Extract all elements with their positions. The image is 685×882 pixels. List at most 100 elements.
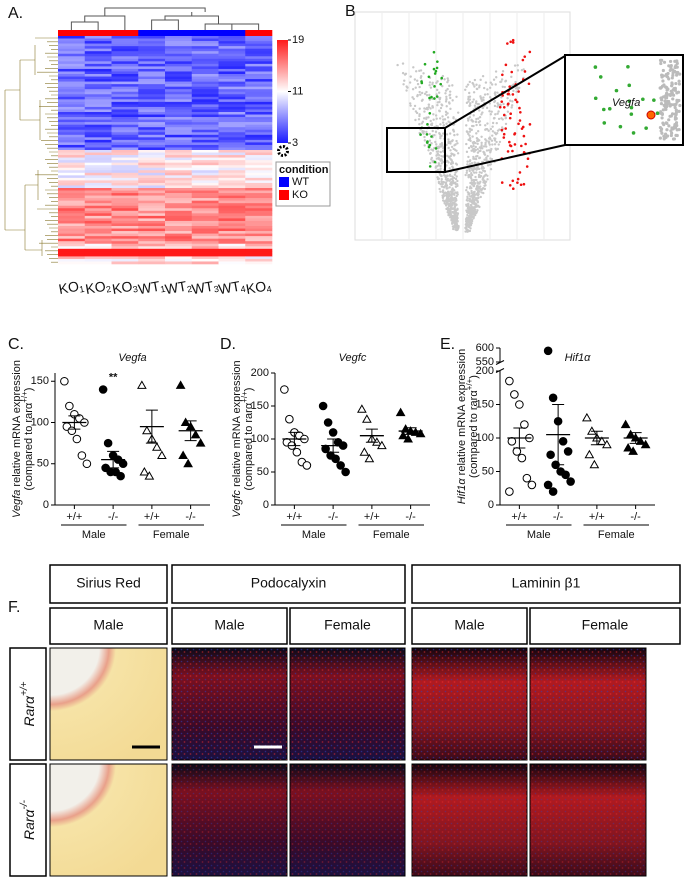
heatmap-cell <box>191 258 219 262</box>
heatmap-cell <box>165 122 193 125</box>
heatmap-cell <box>111 122 139 125</box>
volcano-up <box>517 90 520 93</box>
heatmap-cell <box>165 76 193 80</box>
volcano-point <box>441 190 444 194</box>
volcano-point <box>466 213 469 217</box>
column-label: KO3 <box>111 277 139 299</box>
heatmap-cell <box>111 127 139 131</box>
subheader-box <box>529 607 681 645</box>
volcano-point <box>437 162 441 165</box>
heatmap-cell <box>138 122 166 125</box>
heatmap-cell <box>84 61 112 65</box>
column-label-name: WT <box>217 277 242 297</box>
volcano-point <box>449 211 452 214</box>
column-label-name: KO <box>111 278 134 297</box>
volcano-point <box>473 178 477 182</box>
heatmap-cell <box>165 147 193 151</box>
volcano-point <box>419 76 423 80</box>
volcano-up <box>508 144 512 147</box>
heatmap-cell <box>111 106 139 110</box>
data-point <box>318 401 328 411</box>
heatmap-cell <box>191 114 219 118</box>
heatmap-cell <box>111 79 139 82</box>
group-label: Female <box>153 529 190 541</box>
volcano-point <box>481 106 485 110</box>
volcano-point <box>414 86 417 89</box>
data-point <box>515 400 524 409</box>
volcano-point <box>510 75 513 79</box>
volcano-point <box>520 69 524 72</box>
heatmap-cell <box>138 71 166 75</box>
data-point <box>415 428 426 438</box>
heatmap-cell <box>245 231 273 234</box>
volcano-down <box>426 141 429 144</box>
heatmap-cell <box>245 84 273 87</box>
heatmap-cell <box>245 226 273 229</box>
heatmap-cell <box>84 89 112 93</box>
x-tick-label: -/- <box>405 511 416 523</box>
heatmap-cell <box>165 152 193 156</box>
volcano-point <box>412 107 415 111</box>
heatmap-cell <box>111 188 139 191</box>
heatmap-cell <box>138 256 166 260</box>
volcano-point <box>442 132 445 135</box>
volcano-point <box>475 210 478 214</box>
data-point <box>65 401 74 411</box>
heatmap-cell <box>84 134 112 138</box>
volcano-point <box>468 229 472 233</box>
volcano-point <box>469 203 473 207</box>
zoom-point <box>678 103 682 108</box>
volcano-point <box>482 86 486 90</box>
volcano-point <box>472 213 476 216</box>
heatmap-cell <box>111 210 139 214</box>
heatmap-cell <box>218 208 246 212</box>
heatmap-cell <box>111 53 139 57</box>
heatmap-cell <box>111 144 139 148</box>
zoom-point <box>665 121 669 125</box>
volcano-up <box>502 132 506 136</box>
volcano-point <box>453 173 457 176</box>
heatmap-cell <box>138 253 166 257</box>
volcano-point <box>429 107 432 110</box>
heatmap-cell <box>245 177 273 181</box>
heatmap-cell <box>138 134 166 138</box>
heatmap-cell <box>218 167 246 171</box>
column-label: KO4 <box>245 277 273 299</box>
zoom-point <box>667 77 671 81</box>
subheader-label: Male <box>214 617 245 633</box>
volcano-up <box>511 38 515 42</box>
heatmap-cell <box>165 91 193 95</box>
heatmap-cell <box>245 41 273 44</box>
group-label: Male <box>527 529 551 541</box>
volcano-point <box>448 94 451 97</box>
heatmap-cell <box>165 246 193 250</box>
y-tick-label: 550 <box>476 356 494 368</box>
data-point <box>403 433 413 443</box>
volcano-up <box>506 42 509 45</box>
condition-bar <box>218 30 246 36</box>
zoom-point <box>674 64 678 68</box>
zoom-point <box>660 131 664 135</box>
heatmap-cell <box>245 96 273 100</box>
condition-bar <box>165 30 193 36</box>
heatmap-cell <box>138 258 166 262</box>
heatmap-cell <box>245 122 273 125</box>
volcano-down <box>432 67 436 71</box>
heatmap-cell <box>111 147 139 151</box>
heatmap-cell <box>111 61 139 65</box>
volcano-point <box>466 130 469 134</box>
zoom-point <box>663 95 667 99</box>
heatmap-cell <box>245 71 273 75</box>
heatmap-cell <box>111 238 139 242</box>
volcano-point <box>494 147 497 150</box>
column-label-name: WT <box>137 277 162 297</box>
heatmap-cell <box>58 124 86 128</box>
heatmap-cell <box>58 188 86 191</box>
volcano-point <box>510 106 513 109</box>
data-point <box>328 428 338 437</box>
volcano-point <box>456 152 460 155</box>
volcano-point <box>475 87 479 91</box>
zoom-point <box>667 118 671 122</box>
heatmap-cell <box>84 53 112 57</box>
